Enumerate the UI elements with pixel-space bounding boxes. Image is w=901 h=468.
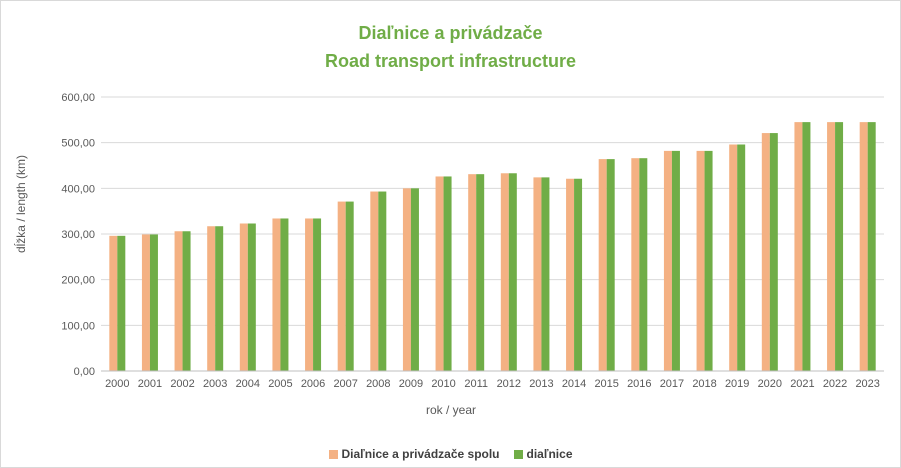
bar-motorways [802,122,811,371]
x-tick-label: 2021 [790,378,814,390]
bar-motorways [508,173,517,371]
x-tick-label: 2007 [333,378,357,390]
x-tick-label: 2009 [399,378,423,390]
x-axis-label: rok / year [425,403,476,417]
x-tick-label: 2002 [170,378,194,390]
chart-subtitle: Road transport infrastructure [324,51,577,71]
bar-motorways [345,201,354,371]
bar-motorways [443,176,452,371]
bar-motorways [182,231,191,371]
chart-title: Diaľnice a privádzače [358,23,543,43]
bar-total [207,226,216,371]
y-tick-label: 200,00 [61,275,95,287]
y-tick-label: 500,00 [61,138,95,150]
bar-total [435,176,444,371]
x-tick-label: 2017 [660,378,684,390]
x-tick-label: 2016 [627,378,651,390]
legend-swatch-motorways [513,449,523,459]
bar-motorways [378,191,387,371]
bar-motorways [247,223,256,371]
bar-motorways [280,218,289,371]
x-tick-label: 2011 [464,378,488,390]
x-tick-label: 2020 [758,378,782,390]
bar-total [827,122,836,371]
bar-motorways [313,218,322,371]
bar-total [729,144,738,371]
x-tick-label: 2014 [562,378,586,390]
x-tick-label: 2001 [138,378,162,390]
y-axis-label: dĺžka / length (km) [14,154,28,254]
legend-label-total: Diaľnice a privádzače spolu [341,447,500,461]
bar-motorways [639,158,648,371]
bar-motorways [769,133,778,371]
bar-total [174,231,183,371]
bar-total [761,133,770,371]
bar-total [663,150,672,371]
bar-motorways [606,159,615,371]
bar-motorways [835,122,844,371]
bar-total [337,201,346,371]
bar-motorways [574,178,583,371]
x-tick-label: 2006 [301,378,325,390]
x-tick-label: 2004 [236,378,260,390]
bar-total [598,159,607,371]
bar-motorways [704,150,713,371]
x-tick-label: 2003 [203,378,227,390]
bar-total [402,188,411,371]
legend-label-motorways: diaľnice [526,447,573,461]
x-tick-label: 2023 [855,378,879,390]
bar-total [533,177,542,371]
x-tick-label: 2012 [497,378,521,390]
bar-motorways [671,150,680,371]
bar-total [305,218,314,371]
x-tick-label: 2000 [105,378,129,390]
x-tick-label: 2015 [594,378,618,390]
x-tick-label: 2008 [366,378,390,390]
bar-total [631,158,640,371]
legend-swatch-total [328,449,338,459]
bar-total [500,173,509,371]
bar-motorways [737,144,746,371]
bar-motorways [541,177,550,371]
x-tick-label: 2018 [692,378,716,390]
bar-total [239,223,248,371]
chart-legend: Diaľnice a privádzače spolu diaľnice [1,447,900,461]
bar-total [141,234,150,371]
bar-motorways [215,226,224,371]
bar-total [566,178,575,371]
y-tick-label: 400,00 [61,183,95,195]
legend-item-motorways: diaľnice [513,447,573,461]
bar-motorways [117,235,126,371]
bar-total [794,122,803,371]
y-tick-label: 600,00 [61,92,95,104]
x-tick-label: 2022 [823,378,847,390]
y-tick-label: 300,00 [61,229,95,241]
bar-motorways [867,122,876,371]
bar-motorways [410,188,419,371]
y-tick-label: 100,00 [61,320,95,332]
y-tick-label: 0,00 [74,366,95,378]
x-tick-label: 2019 [725,378,749,390]
bar-motorways [476,174,485,371]
bar-total [859,122,868,371]
x-tick-label: 2005 [268,378,292,390]
bar-total [109,235,118,371]
bar-total [370,191,379,371]
bar-motorways [149,234,158,371]
x-tick-label: 2013 [529,378,553,390]
x-tick-label: 2010 [431,378,455,390]
legend-item-total: Diaľnice a privádzače spolu [328,447,500,461]
bar-total [696,150,705,371]
bar-total [468,174,477,371]
bar-total [272,218,281,371]
